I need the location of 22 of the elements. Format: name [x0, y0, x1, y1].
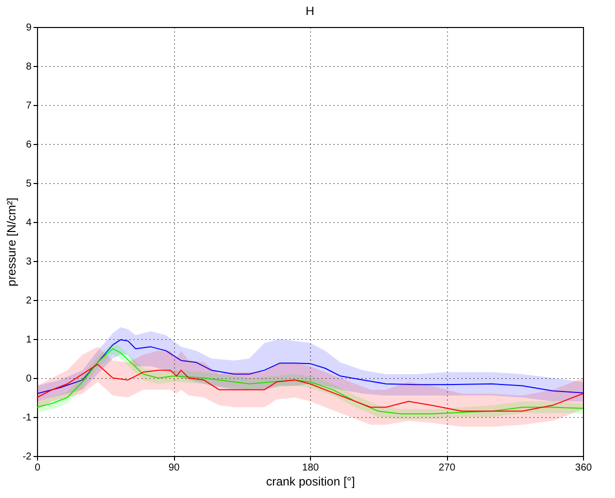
y-tick-label: 3: [26, 256, 32, 268]
y-tick-label: 4: [26, 218, 32, 228]
y-tick-label: 5: [26, 178, 32, 190]
y-tick-label: 7: [26, 100, 32, 112]
x-tick-label: 180: [302, 462, 320, 474]
y-tick-label: 9: [26, 22, 32, 34]
y-tick-label: -1: [22, 412, 32, 424]
chart-title: H: [306, 4, 314, 18]
y-tick-label: 0: [26, 374, 32, 384]
y-tick-label: 6: [26, 140, 32, 150]
y-tick-label: 8: [26, 62, 32, 72]
y-axis-title: pressure [N/cm²]: [4, 198, 19, 286]
x-tick-label: 270: [438, 462, 456, 474]
x-axis-title: crank position [°]: [266, 474, 355, 488]
x-tick-label: 90: [168, 462, 180, 474]
x-tick-label: 0: [34, 462, 41, 474]
y-tick-label: 2: [26, 296, 32, 306]
y-tick-label: 1: [26, 334, 32, 346]
line-series: [36, 364, 584, 412]
x-tick-label: 360: [575, 462, 592, 474]
y-tick-label: -2: [22, 452, 32, 462]
line-series: [36, 339, 584, 394]
